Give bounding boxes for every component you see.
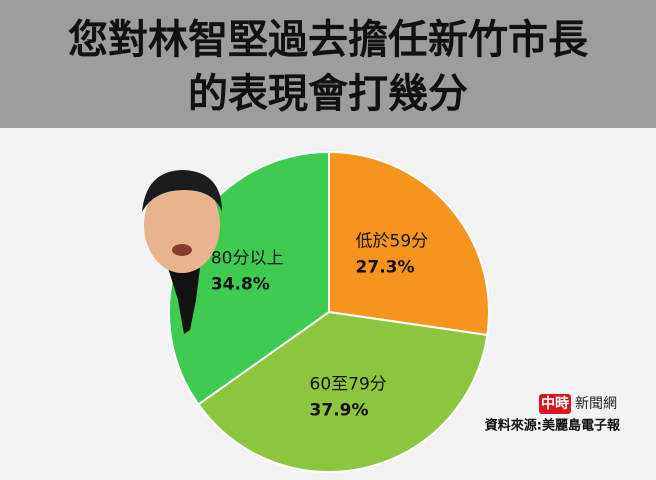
header-band <box>0 0 656 128</box>
portrait-mouth <box>172 244 192 256</box>
portrait-body <box>168 268 200 334</box>
slice-label: 低於59分 <box>356 231 429 251</box>
slice-value-label: 27.3% <box>356 257 415 277</box>
pie: 低於59分 27.3% 60至79分 37.9% 80分以上 34.8% <box>168 150 490 473</box>
portrait <box>142 170 222 334</box>
logo-box <box>539 394 571 414</box>
logo-text: 新聞網 <box>575 396 617 412</box>
pie-slice <box>196 310 489 473</box>
portrait-hair <box>142 170 222 212</box>
slice-value-label: 37.9% <box>310 401 369 421</box>
slice-value-label: 34.8% <box>211 275 270 295</box>
pie-slice <box>328 150 490 337</box>
logo-text: 中時 <box>541 395 569 412</box>
slice-label: 80分以上 <box>211 249 284 269</box>
slice-label: 60至79分 <box>310 375 387 395</box>
portrait-face <box>144 177 220 273</box>
title-line: 的表現會打幾分 <box>188 71 468 117</box>
title-line: 您對林智堅過去擔任新竹市長 <box>68 17 589 63</box>
source: 資料來源:美麗島電子報 <box>485 418 621 434</box>
